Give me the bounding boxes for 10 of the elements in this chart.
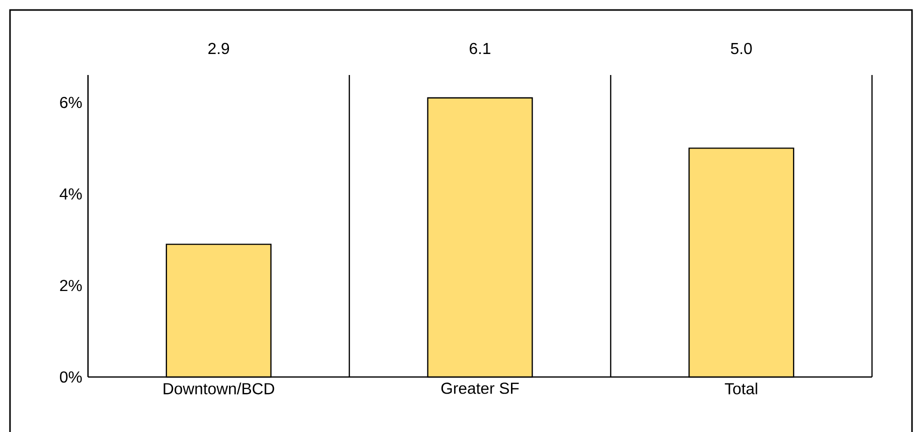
- x-tick-label: Downtown/BCD: [164, 382, 274, 394]
- data-label: 2.9: [208, 42, 229, 54]
- data-label: 5.0: [730, 42, 752, 54]
- x-tick-label: Total: [724, 382, 758, 394]
- data-label: 6.1: [470, 42, 490, 54]
- y-tick-label: 6%: [60, 96, 82, 108]
- x-tick-label: Greater SF: [441, 382, 519, 394]
- y-tick-label: 2%: [60, 280, 82, 292]
- y-tick-label: 4%: [60, 188, 82, 200]
- y-tick-label: 0%: [60, 371, 82, 383]
